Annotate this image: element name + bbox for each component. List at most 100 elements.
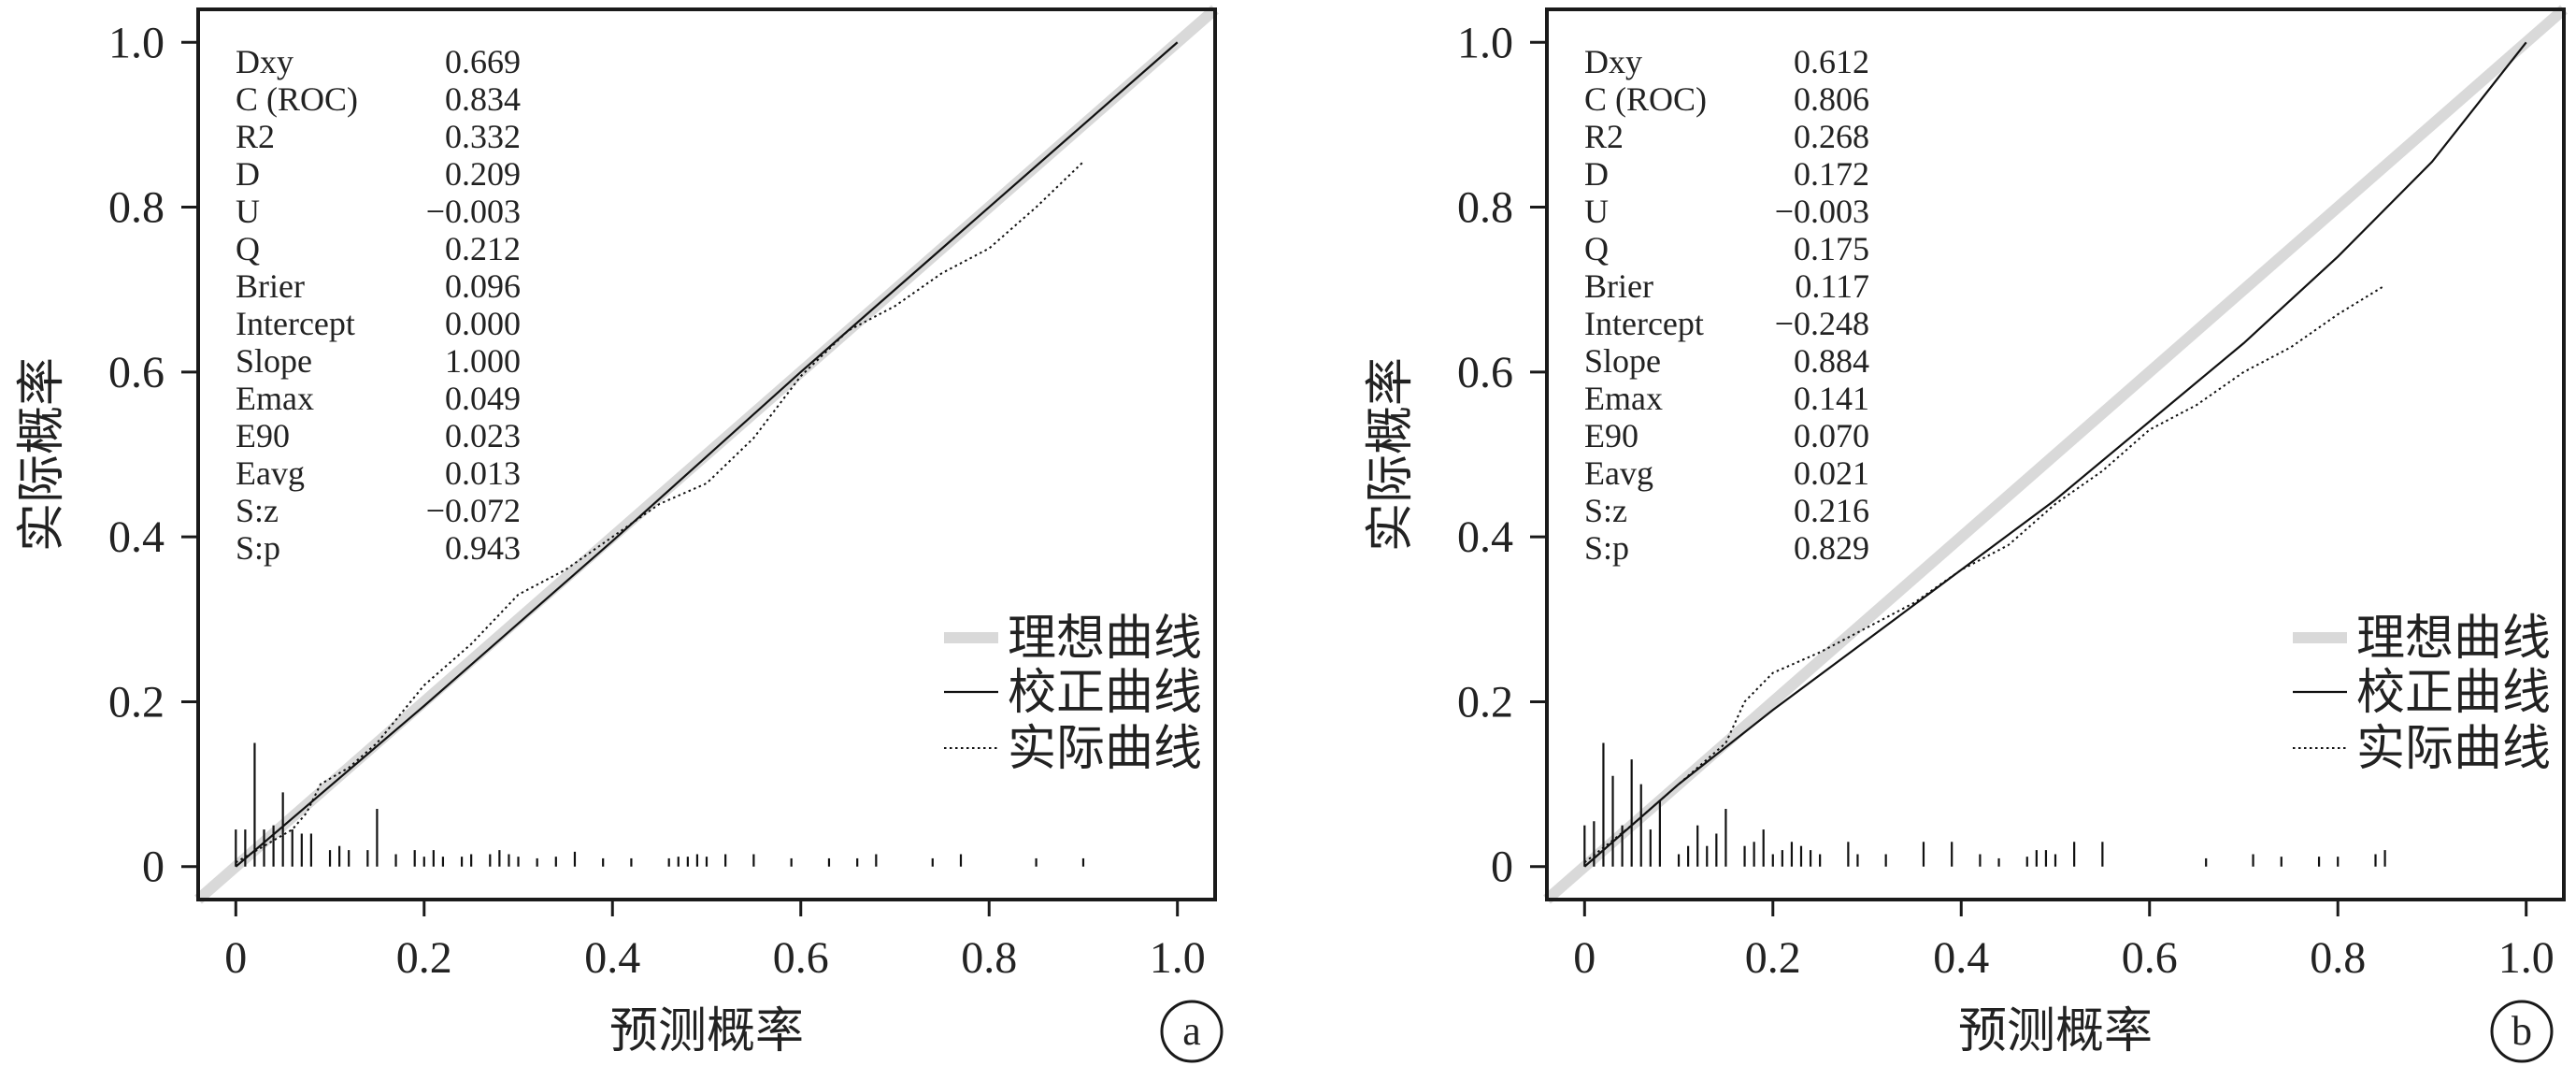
stat-value: 0.612 xyxy=(1794,43,1869,80)
stat-name: U xyxy=(236,193,260,230)
chart-panel-a: 0 0.2 0.4 0.6 0.8 1.0 0 0.2 0.4 0.6 0.8 1.0 预测概率 实际概率… xyxy=(16,5,1224,1063)
y-tick-label: 0.2 xyxy=(1457,677,1513,727)
stat-name: D xyxy=(236,155,260,193)
y-tick-label: 1.0 xyxy=(1457,18,1513,67)
stat-name: C (ROC) xyxy=(1584,80,1707,118)
stat-name: Dxy xyxy=(236,43,293,80)
ideal-curve xyxy=(1543,5,2568,904)
x-tick-label: 0.6 xyxy=(773,933,829,983)
x-tick-label: 0 xyxy=(224,933,247,983)
stat-name: Q xyxy=(1584,230,1609,267)
stat-value: 0.884 xyxy=(1794,342,1869,380)
stat-name: U xyxy=(1584,193,1609,230)
legend-label: 校正曲线 xyxy=(1008,667,1202,720)
y-tick-label: 0.2 xyxy=(108,677,165,727)
x-tick-label: 1.0 xyxy=(1150,933,1206,983)
x-axis-label: 预测概率 xyxy=(609,1005,804,1059)
stat-value: 0.013 xyxy=(445,454,521,492)
stat-value: 0.209 xyxy=(445,155,521,193)
stat-name: Eavg xyxy=(236,454,305,492)
legend-label: 校正曲线 xyxy=(2356,667,2551,720)
y-tick-label: 1.0 xyxy=(108,18,165,67)
stat-name: Dxy xyxy=(1584,43,1642,80)
stat-value: 0.021 xyxy=(1794,454,1869,492)
stat-value: 0.141 xyxy=(1794,380,1869,417)
stat-value: 0.117 xyxy=(1795,267,1869,305)
stat-value: 0.172 xyxy=(1794,155,1869,193)
stat-name: S:p xyxy=(236,529,280,567)
stat-name: E90 xyxy=(236,417,290,454)
y-tick-label: 0.8 xyxy=(108,183,165,233)
stat-name: Brier xyxy=(236,267,305,305)
panel-label-circle xyxy=(1160,1000,1224,1063)
stat-value: 0.806 xyxy=(1794,80,1869,118)
stat-value: 0.829 xyxy=(1794,529,1869,567)
plot-frame xyxy=(196,7,1217,901)
stat-value: 0.049 xyxy=(445,380,521,417)
stat-value: 0.212 xyxy=(445,230,521,267)
stat-value: −0.003 xyxy=(1775,193,1869,230)
stat-value: −0.003 xyxy=(426,193,521,230)
y-tick-label: 0.4 xyxy=(1457,512,1513,562)
legend-label: 理想曲线 xyxy=(1008,612,1202,666)
y-tick-label: 0.6 xyxy=(1457,348,1513,397)
stat-name: Brier xyxy=(1584,267,1653,305)
stat-name: C (ROC) xyxy=(236,80,358,118)
calibrated-curve xyxy=(235,41,1179,868)
x-tick-label: 1.0 xyxy=(2498,933,2555,983)
stat-name: R2 xyxy=(1584,118,1624,155)
stat-value: 0.175 xyxy=(1794,230,1869,267)
x-tick-label: 0.4 xyxy=(584,933,640,983)
panel-label: a xyxy=(1182,1008,1201,1054)
stat-value: 0.834 xyxy=(445,80,521,118)
x-tick-label: 0.4 xyxy=(1933,933,1989,983)
stat-name: Emax xyxy=(1584,380,1663,417)
x-tick-label: 0 xyxy=(1573,933,1596,983)
stat-name: Intercept xyxy=(1584,305,1704,342)
legend-label: 理想曲线 xyxy=(2356,612,2551,666)
chart-panel-b: 0 0.2 0.4 0.6 0.8 1.0 0 0.2 0.4 0.6 0.8 1.0 预测概率 实际概率… xyxy=(1365,5,2568,1063)
stat-name: S:p xyxy=(1584,529,1629,567)
plot-frame xyxy=(1545,7,2566,901)
stat-value: 0.096 xyxy=(445,267,521,305)
stat-name: Intercept xyxy=(236,305,355,342)
x-tick-label: 0.8 xyxy=(961,933,1017,983)
stat-value: 0.000 xyxy=(445,305,521,342)
calibrated-curve xyxy=(1583,41,2527,868)
legend-label: 实际曲线 xyxy=(1008,723,1202,776)
stat-value: 0.268 xyxy=(1794,118,1869,155)
x-tick-label: 0.6 xyxy=(2122,933,2178,983)
stat-name: Slope xyxy=(236,342,312,380)
y-tick-label: 0.4 xyxy=(108,512,165,562)
panel-label-circle xyxy=(2490,1000,2554,1063)
y-tick-label: 0 xyxy=(142,843,165,892)
stat-value: 0.070 xyxy=(1794,417,1869,454)
x-tick-label: 0.2 xyxy=(1745,933,1801,983)
stat-value: 0.669 xyxy=(445,43,521,80)
stat-name: Eavg xyxy=(1584,454,1653,492)
y-tick-label: 0 xyxy=(1491,843,1513,892)
actual-curve xyxy=(235,161,1084,864)
stat-name: Q xyxy=(236,230,260,267)
x-tick-label: 0.2 xyxy=(396,933,452,983)
stat-name: R2 xyxy=(236,118,275,155)
stat-value: 0.332 xyxy=(445,118,521,155)
stat-value: 0.943 xyxy=(445,529,521,567)
stat-name: S:z xyxy=(1584,492,1627,529)
stat-name: E90 xyxy=(1584,417,1639,454)
panel-label: b xyxy=(2512,1008,2532,1054)
y-tick-label: 0.6 xyxy=(108,348,165,397)
stat-name: Emax xyxy=(236,380,314,417)
y-axis-label: 实际概率 xyxy=(1365,357,1418,552)
y-axis-label: 实际概率 xyxy=(16,357,69,552)
x-tick-label: 0.8 xyxy=(2310,933,2366,983)
stat-value: 0.216 xyxy=(1794,492,1869,529)
x-axis-label: 预测概率 xyxy=(1958,1005,2153,1059)
stat-value: 1.000 xyxy=(445,342,521,380)
y-tick-label: 0.8 xyxy=(1457,183,1513,233)
stat-name: Slope xyxy=(1584,342,1661,380)
actual-curve xyxy=(1583,284,2386,864)
stat-name: D xyxy=(1584,155,1609,193)
stat-value: −0.072 xyxy=(426,492,521,529)
